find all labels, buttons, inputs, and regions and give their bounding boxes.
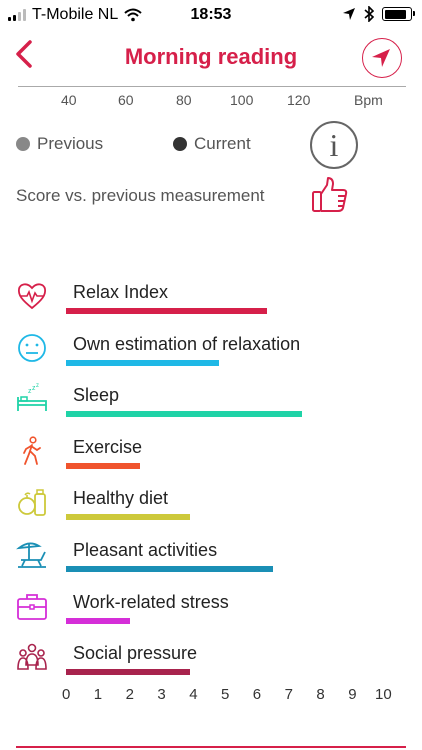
bottom-accent-line (16, 746, 406, 748)
neutral-face-icon (16, 332, 48, 364)
score-tick: 2 (125, 686, 134, 703)
legend-current: Current (173, 134, 251, 154)
wifi-icon (124, 8, 142, 22)
thumbs-up-icon (312, 177, 348, 212)
score-tick: 5 (221, 686, 230, 703)
factor-row[interactable]: Pleasant activities (0, 540, 422, 602)
factor-row[interactable]: Own estimation of relaxation (0, 334, 422, 396)
score-tick: 10 (375, 686, 392, 703)
bpm-tick: 120 (287, 92, 311, 108)
score-bar (66, 411, 302, 418)
score-tick: 4 (189, 686, 198, 703)
briefcase-icon (16, 590, 48, 622)
fruit-jar-icon (16, 486, 48, 518)
navigation-arrow-icon (372, 49, 390, 67)
current-dot (173, 137, 187, 151)
carrier-info: T-Mobile NL (8, 6, 142, 24)
factor-label: Work-related stress (73, 591, 229, 612)
svg-text:z: z (36, 383, 39, 389)
bluetooth-icon (364, 6, 374, 22)
factor-row[interactable]: z z z Sleep (0, 383, 422, 447)
score-bar (66, 359, 219, 366)
header-divider (18, 86, 406, 87)
factor-row[interactable]: Social pressure (0, 643, 422, 705)
score-bar (66, 308, 267, 314)
clock: 18:53 (190, 6, 232, 23)
svg-text:z: z (32, 385, 36, 392)
factor-label: Healthy diet (73, 488, 169, 509)
location-arrow-icon (343, 8, 355, 20)
back-chevron-icon[interactable] (10, 36, 40, 72)
score-bar (66, 669, 191, 676)
beach-chair-icon (16, 538, 48, 570)
score-tick: 7 (284, 686, 293, 703)
navigate-button[interactable] (362, 38, 402, 78)
group-people-icon (16, 641, 48, 673)
bpm-tick: 60 (118, 92, 134, 108)
info-icon: i (329, 127, 339, 163)
score-tick: 9 (348, 686, 357, 703)
score-tick: 0 (62, 686, 71, 703)
score-label: Score vs. previous measurement (16, 186, 265, 205)
signal-icon (8, 9, 26, 21)
nav-bar: Morning reading (0, 30, 422, 86)
factor-row[interactable]: Relax Index (0, 282, 422, 344)
bpm-unit: Bpm (354, 92, 383, 108)
score-bar (66, 566, 274, 572)
factor-label: Relax Index (73, 282, 169, 302)
page-title: Morning reading (124, 44, 298, 69)
score-tick: 6 (252, 686, 262, 703)
legend-current-label: Current (194, 134, 251, 153)
score-tick: 8 (316, 686, 325, 703)
legend-previous-label: Previous (37, 134, 104, 153)
walking-person-icon (16, 435, 48, 467)
heart-pulse-icon (16, 280, 48, 312)
factor-label: Sleep (73, 385, 120, 406)
score-bar (66, 514, 191, 521)
bpm-tick: 100 (230, 92, 254, 108)
factor-row[interactable]: Exercise (0, 436, 422, 499)
factor-row[interactable]: Work-related stress (0, 592, 422, 654)
factor-label: Social pressure (73, 643, 198, 664)
factor-row[interactable]: Healthy diet (0, 488, 422, 550)
score-tick: 3 (157, 686, 166, 703)
score-tick: 1 (93, 686, 103, 703)
legend-previous: Previous (16, 134, 103, 154)
status-bar: T-Mobile NL 18:53 (0, 0, 422, 30)
carrier-name: T-Mobile NL (32, 6, 119, 23)
factor-label: Exercise (73, 436, 143, 457)
previous-dot (16, 137, 30, 151)
svg-text:z: z (28, 388, 32, 395)
factor-label: Pleasant activities (73, 540, 218, 560)
score-bar (66, 617, 130, 624)
bpm-tick: 40 (61, 92, 77, 108)
bpm-tick: 80 (176, 92, 192, 108)
score-bar (66, 462, 140, 469)
factor-label: Own estimation of relaxation (73, 333, 301, 354)
battery-icon (382, 7, 415, 21)
info-button[interactable]: i (310, 121, 358, 169)
